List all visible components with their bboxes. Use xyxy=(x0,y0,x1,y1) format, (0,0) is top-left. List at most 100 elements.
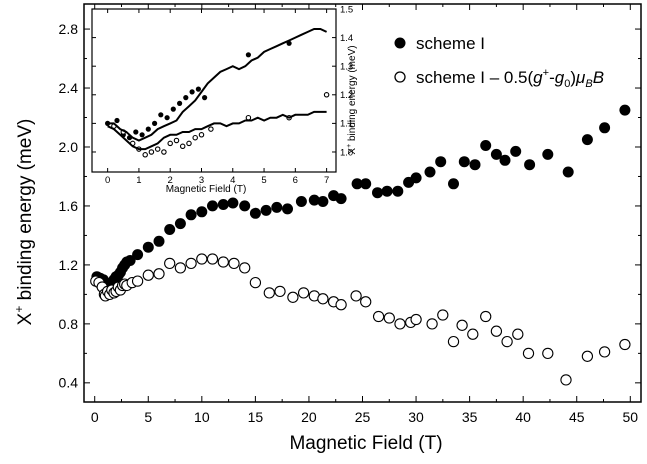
main-point-filled xyxy=(410,172,422,184)
main-point-open xyxy=(131,275,144,287)
inset-point-open xyxy=(173,137,180,144)
main-x-tick-label: 10 xyxy=(194,409,210,425)
main-point-filled xyxy=(308,194,320,206)
main-point-open xyxy=(335,299,347,311)
legend-label-scheme-i: scheme I xyxy=(416,34,485,53)
inset-x-tick-label: 5 xyxy=(261,175,266,186)
main-y-tick-label: 0.8 xyxy=(59,316,79,332)
main-point-open xyxy=(217,256,229,268)
main-point-filled xyxy=(153,235,165,247)
main-point-filled xyxy=(424,166,436,178)
inset-x-tick-label: 6 xyxy=(293,175,298,186)
inset-x-tick-label: 7 xyxy=(324,175,329,186)
main-point-filled xyxy=(207,200,218,212)
main-point-open xyxy=(456,319,468,331)
main-point-open xyxy=(447,335,460,348)
main-point-filled xyxy=(185,209,197,221)
inset-y-axis-label: X+ binding energy (meV) xyxy=(346,45,358,154)
main-point-filled xyxy=(196,206,208,218)
inset-y-tick-label: 1.0 xyxy=(340,147,353,158)
inset-point-open xyxy=(245,114,252,121)
main-point-open xyxy=(317,293,329,305)
inset-point-open xyxy=(179,143,186,150)
legend-text-g0: g xyxy=(555,68,565,87)
legend: scheme I scheme I – 0.5(g+-g0)μBB xyxy=(394,34,604,90)
main-point-filled xyxy=(124,255,136,266)
main-point-filled xyxy=(295,196,307,207)
main-point-open xyxy=(437,309,449,321)
inset-point-open xyxy=(161,149,167,155)
inset-y-tick-label: 1.2 xyxy=(340,90,353,101)
inset-y-tick-label: 1.5 xyxy=(340,4,353,15)
main-point-filled xyxy=(510,145,522,157)
inset-point-filled xyxy=(195,86,201,92)
inset-y-axis-label-sup: + xyxy=(346,144,353,148)
inset-point-open xyxy=(198,132,205,138)
inset-point-filled xyxy=(114,117,120,124)
main-point-filled xyxy=(524,159,536,171)
main-point-open xyxy=(426,318,438,330)
main-point-open xyxy=(581,350,594,362)
inset-point-open xyxy=(208,126,214,132)
y-axis-label-rest: binding energy (meV) xyxy=(15,119,36,306)
main-plot: 0 5 10 15 20 25 30 35 40 45 500.40.81.21.62.02.42.… xyxy=(59,3,642,425)
main-point-filled xyxy=(581,134,593,146)
main-point-open xyxy=(249,276,262,289)
main-point-filled xyxy=(142,241,154,253)
main-point-filled xyxy=(372,187,383,199)
main-y-tick-label: 1.6 xyxy=(59,198,79,214)
inset-point-open xyxy=(192,134,198,141)
main-point-open xyxy=(394,318,406,330)
legend-marker-open xyxy=(394,71,406,83)
main-point-open xyxy=(206,253,219,265)
main-point-open xyxy=(174,262,187,274)
main-y-tick-label: 1.2 xyxy=(59,257,79,273)
inset-point-filled xyxy=(170,106,176,112)
main-point-filled xyxy=(360,178,372,190)
inset-x-tick-label: 2 xyxy=(168,175,173,186)
main-point-filled xyxy=(217,199,229,210)
main-x-tick-label: 5 xyxy=(144,409,152,425)
legend-label-scheme-i-corrected: scheme I – 0.5(g+-g0)μBB xyxy=(416,67,604,90)
inset-point-open xyxy=(323,92,330,98)
main-point-filled xyxy=(480,140,492,151)
inset-point-filled xyxy=(177,100,183,106)
main-x-tick-label: 50 xyxy=(622,409,638,425)
inset-x-tick-label: 1 xyxy=(136,175,141,186)
main-point-open xyxy=(490,325,503,337)
main-x-tick-label: 15 xyxy=(248,409,264,425)
inset-point-filled xyxy=(152,120,158,126)
main-point-filled xyxy=(249,207,261,219)
main-point-open xyxy=(372,310,385,323)
main-point-open xyxy=(196,253,208,265)
main-point-open xyxy=(228,257,240,270)
legend-text-g: g xyxy=(533,68,543,87)
main-point-filled xyxy=(239,200,251,212)
main-x-tick-label: 25 xyxy=(355,409,371,425)
inset-x-tick-label: 4 xyxy=(230,175,235,186)
main-point-filled xyxy=(599,122,611,134)
inset-point-filled xyxy=(245,52,251,58)
legend-text-B: B xyxy=(593,68,604,87)
legend-text-sup: + xyxy=(543,67,549,79)
main-point-filled xyxy=(260,204,272,216)
main-point-filled xyxy=(469,159,481,171)
main-point-filled xyxy=(227,197,239,209)
main-point-open xyxy=(360,296,372,308)
legend-text-close: ) xyxy=(570,68,576,87)
inset-plot-frame xyxy=(91,8,337,173)
main-point-open xyxy=(287,291,299,303)
main-point-open xyxy=(410,313,422,326)
main-point-open xyxy=(263,287,275,299)
main-point-open xyxy=(239,262,251,274)
main-point-open xyxy=(185,257,197,270)
main-point-filled xyxy=(335,193,347,205)
main-x-tick-label: 35 xyxy=(462,409,478,425)
main-y-tick-label: 2.8 xyxy=(59,21,79,37)
inset-x-tick-label: 3 xyxy=(199,175,204,186)
x-axis-label: Magnetic Field (T) xyxy=(289,433,442,454)
legend-text-subB: B xyxy=(585,78,592,90)
legend-marker-filled xyxy=(394,37,406,49)
main-point-filled xyxy=(282,203,293,215)
